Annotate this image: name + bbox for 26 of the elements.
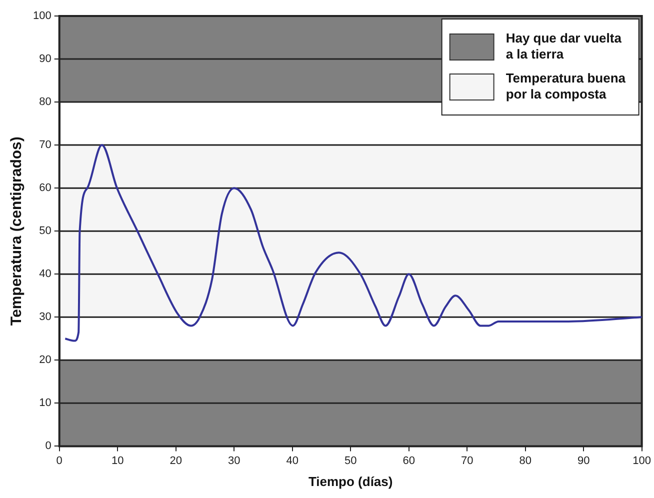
x-axis-title: Tiempo (días) [308,474,393,489]
x-tick-label: 10 [111,454,124,467]
x-tick-label: 80 [519,454,532,467]
y-tick-label: 30 [39,311,52,324]
legend-label: Hay que dar vuelta a la tierra [506,30,622,62]
y-tick-label: 60 [39,182,52,194]
y-tick-label: 10 [39,397,52,410]
y-tick-label: 80 [39,96,52,108]
y-tick-label: 20 [39,354,52,366]
y-tick-label: 0 [45,440,52,452]
x-tick-label: 30 [228,454,240,467]
x-tick-label: 90 [577,454,590,467]
x-tick-label: 40 [286,454,298,467]
x-tick-label: 20 [170,454,182,467]
x-tick-label: 100 [632,454,652,467]
y-tick-label: 100 [32,10,52,22]
x-tick-label: 50 [344,454,357,467]
y-axis-title: Temperatura (centigrados) [8,136,26,326]
y-tick-label: 50 [39,225,52,238]
y-tick-label: 90 [39,53,52,66]
x-tick-label: 70 [460,454,474,467]
x-tick-label: 60 [402,454,415,467]
legend-label: Temperatura buena por la composta [506,70,626,102]
y-tick-label: 40 [39,268,52,280]
y-tick-label: 70 [39,139,52,152]
x-tick-label: 0 [56,454,62,467]
